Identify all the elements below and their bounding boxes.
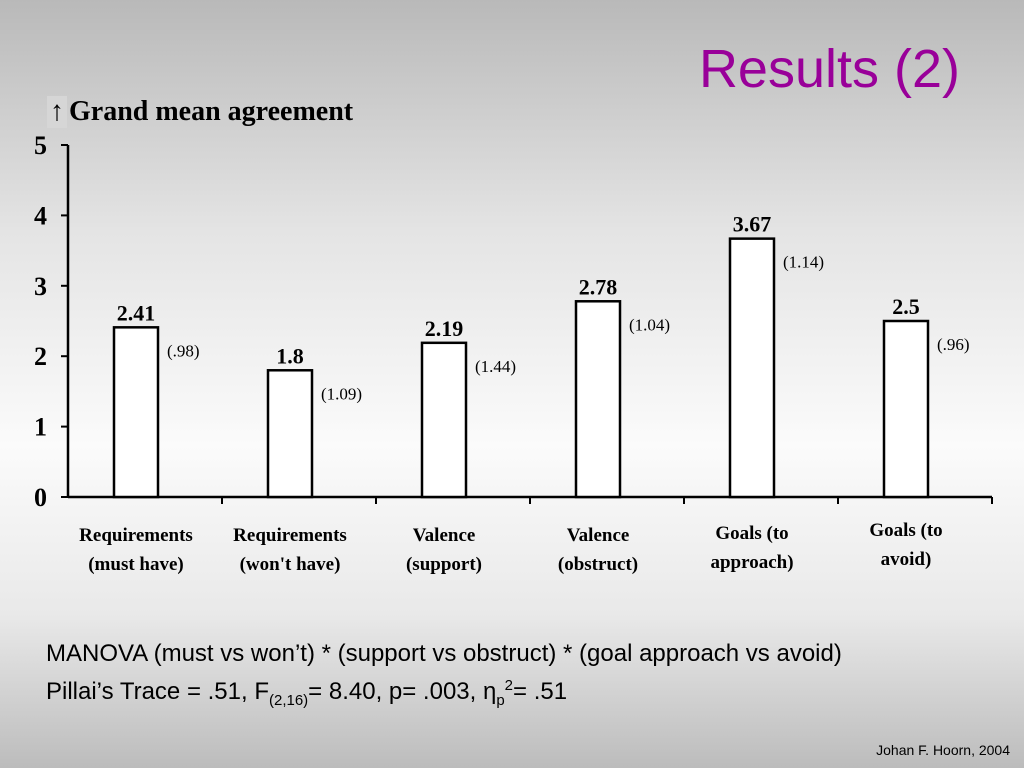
f-df: (2,16)	[268, 691, 309, 709]
y-tick-label: 3	[34, 272, 47, 301]
category-label-line: Goals (to	[869, 520, 943, 541]
bar	[420, 341, 468, 499]
category-label-line: approach)	[710, 552, 794, 573]
bar-value-label: 3.67	[733, 212, 772, 237]
bar-value-label: 2.19	[425, 316, 464, 341]
category-label-line: Valence	[566, 525, 630, 546]
chart-title: ↑ Grand mean agreement	[47, 96, 353, 128]
bar	[112, 326, 160, 499]
chart-title-text: Grand mean agreement	[69, 96, 354, 127]
category-label: Goals (to approach)	[677, 519, 827, 577]
eta-sub: p	[496, 691, 505, 709]
category-label-line: Requirements	[79, 525, 193, 546]
y-tick-label: 4	[34, 201, 47, 230]
sd-label: (1.44)	[475, 357, 516, 376]
category-label: Requirements (must have)	[61, 521, 211, 579]
bar-chart: 0 1 2 3 4 5 2.41 (.98) 1.8 (1.09) 2.19 (1.44) 2.78 (1…	[34, 131, 993, 512]
pillai-end: = .51	[513, 678, 568, 705]
author-credit: Johan F. Hoorn, 2004	[876, 742, 1010, 758]
category-label: Valence (obstruct)	[523, 521, 673, 579]
slide-title: Results (2)	[698, 39, 960, 99]
y-tick-label: 5	[34, 131, 47, 160]
bar-value-label: 2.78	[579, 274, 618, 299]
pillai-prefix: Pillai’s Trace = .51, F	[46, 678, 269, 705]
bar	[574, 300, 622, 499]
bar-value-label: 2.5	[892, 294, 920, 319]
category-label-line: (support)	[405, 554, 482, 575]
category-label-line: (won't have)	[239, 554, 341, 575]
bar	[728, 237, 776, 499]
up-arrow-icon: ↑	[47, 96, 67, 128]
manova-line: MANOVA (must vs won’t) * (support vs obs…	[46, 640, 842, 667]
sd-label: (1.14)	[783, 253, 824, 272]
category-label-line: (obstruct)	[557, 554, 639, 575]
category-label-line: Goals (to	[715, 523, 789, 544]
category-label: Valence (support)	[369, 521, 519, 579]
category-label-line: (must have)	[88, 554, 184, 575]
sd-label: (.96)	[937, 335, 970, 354]
category-label: Goals (to avoid)	[831, 516, 981, 574]
sd-label: (1.09)	[321, 384, 362, 403]
sd-label: (.98)	[167, 341, 200, 360]
category-label: Requirements (won't have)	[215, 521, 365, 579]
y-tick-label: 2	[34, 342, 47, 371]
category-label-line: Requirements	[233, 525, 347, 546]
sd-label: (1.04)	[629, 315, 670, 334]
bar-value-label: 1.8	[276, 343, 304, 368]
pillai-mid: = 8.40, p= .003, η	[308, 678, 497, 705]
category-label-line: Valence	[412, 525, 476, 546]
pillai-line: Pillai’s Trace = .51, F(2,16)= 8.40, p= …	[46, 670, 842, 717]
y-tick-label: 0	[34, 483, 47, 512]
bar	[266, 369, 314, 499]
bar	[882, 319, 930, 499]
manova-note: MANOVA (must vs won’t) * (support vs obs…	[46, 638, 842, 717]
y-tick-label: 1	[34, 413, 47, 442]
bar-value-label: 2.41	[117, 300, 156, 325]
category-label-line: avoid)	[880, 549, 932, 570]
eta-sup: 2	[504, 677, 514, 694]
